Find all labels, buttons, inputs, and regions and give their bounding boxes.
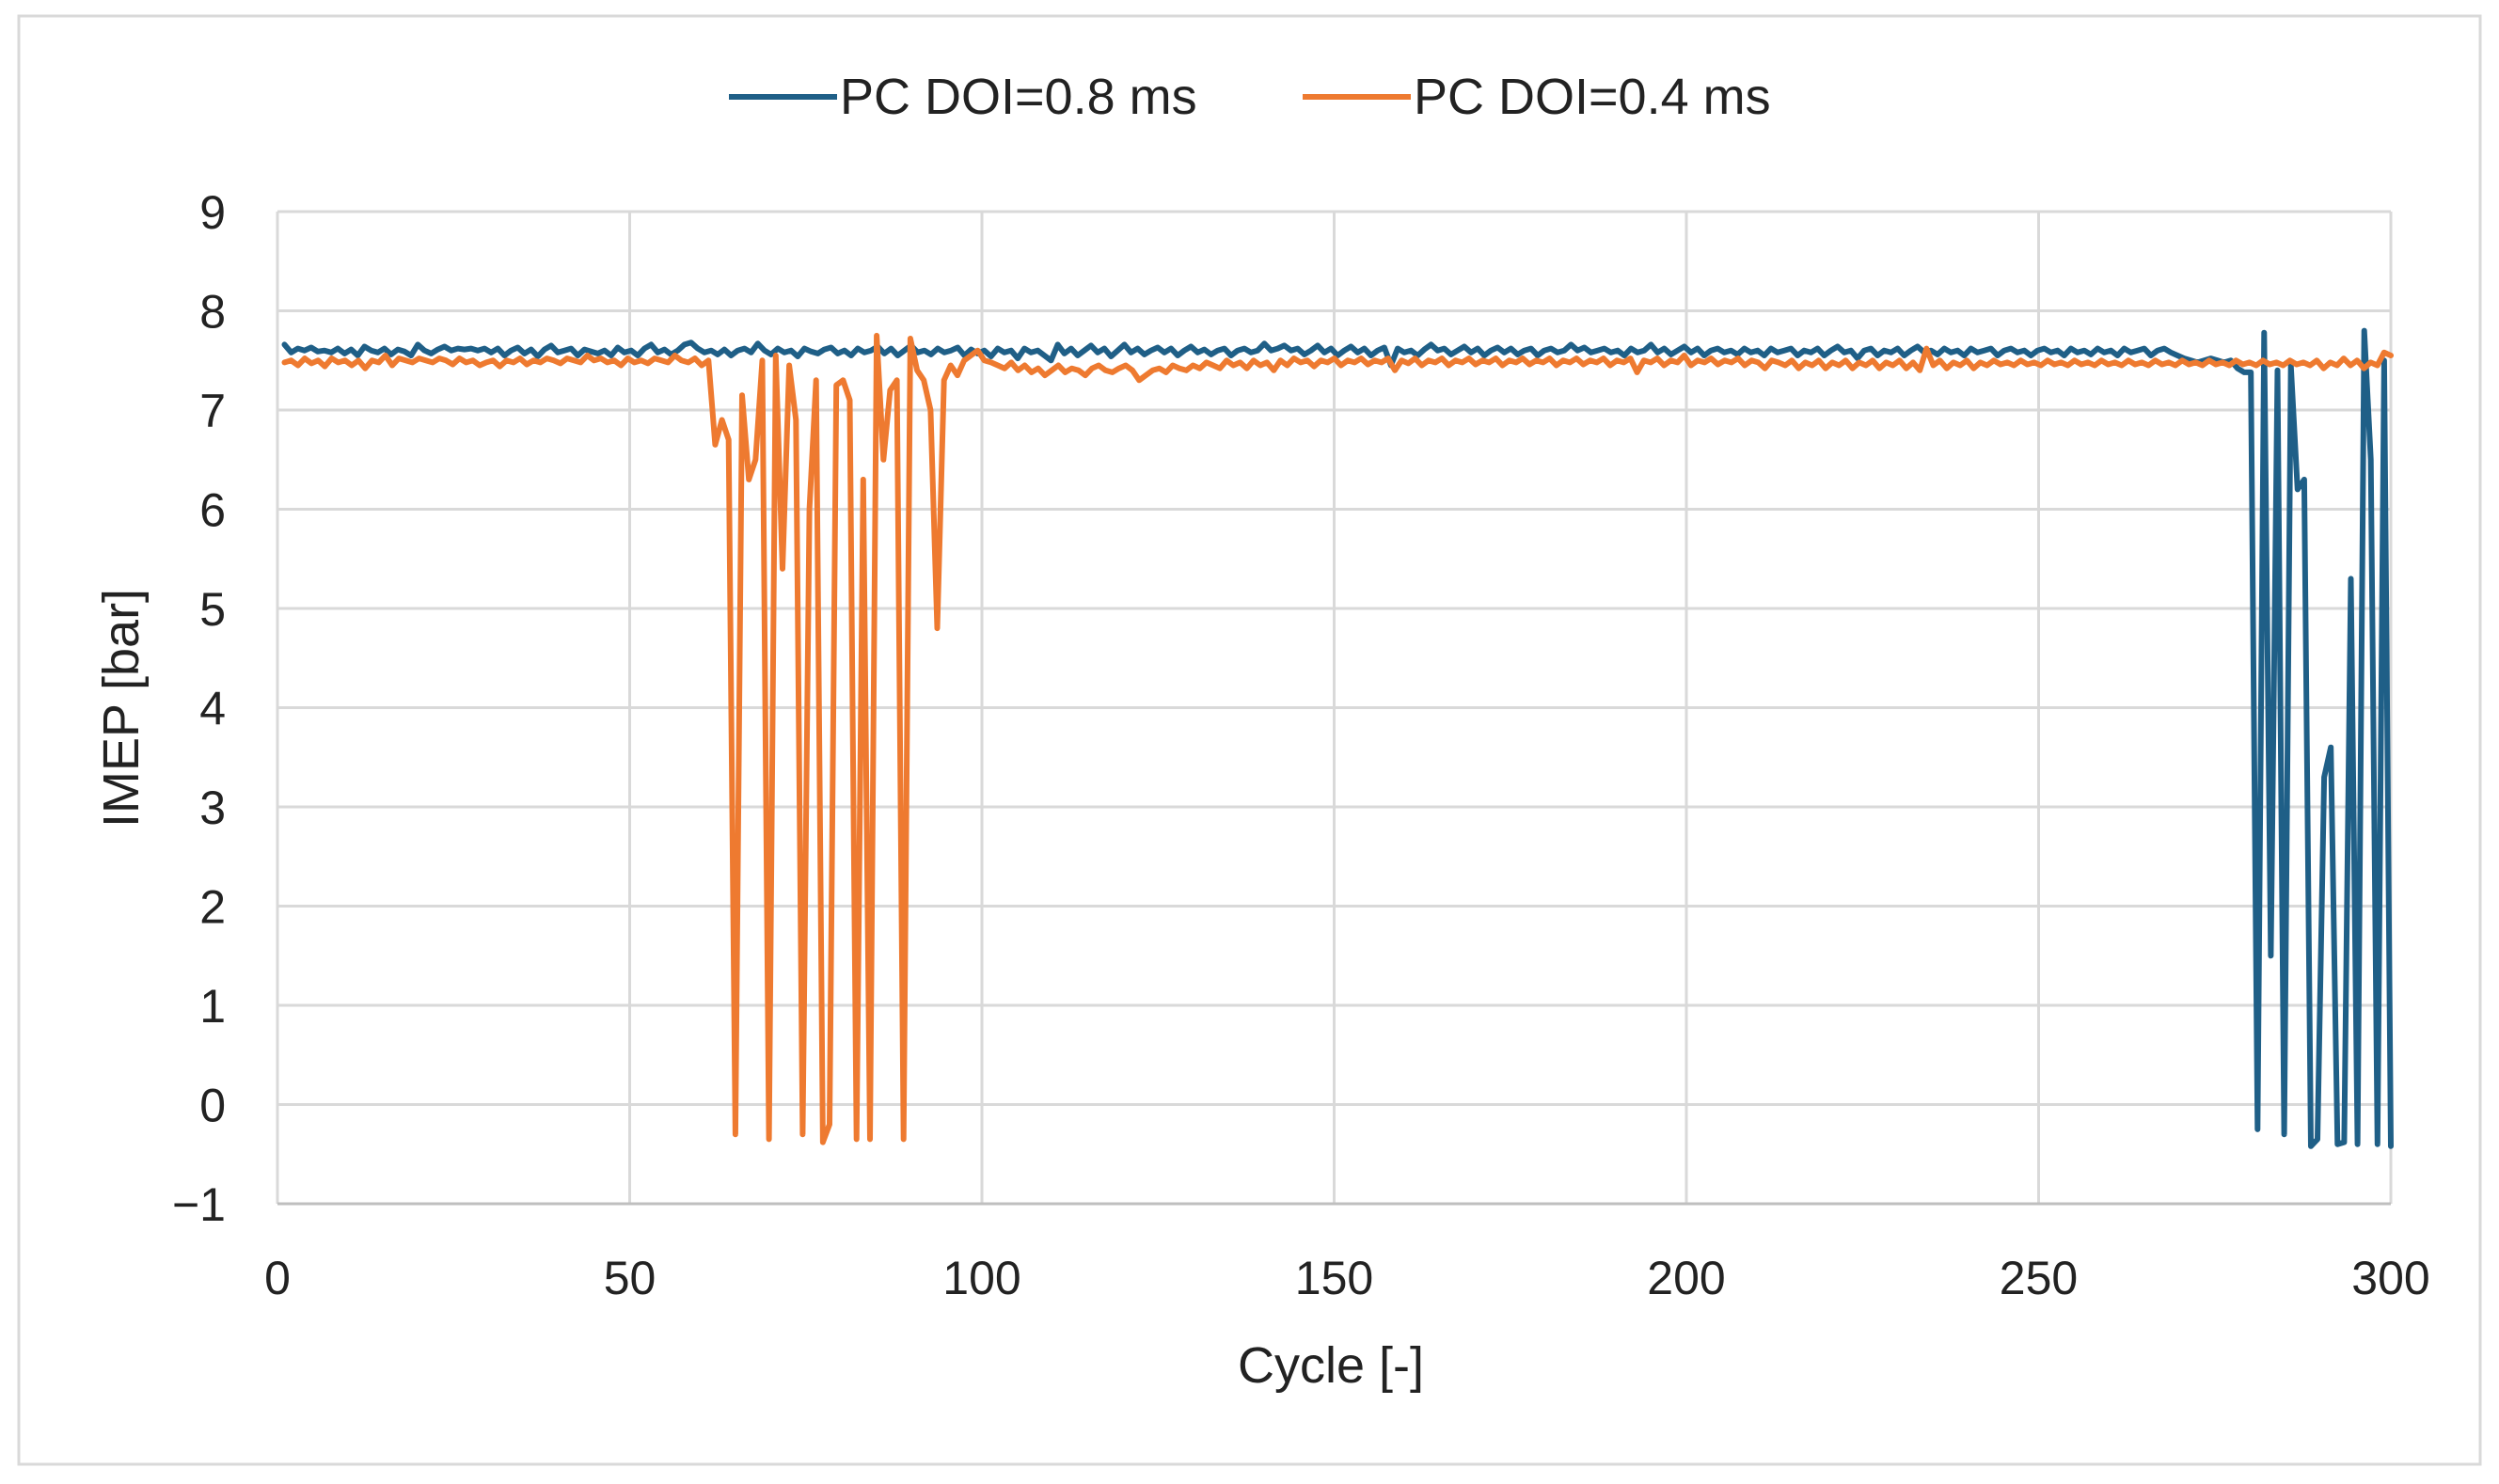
- gridlines: [276, 210, 2393, 1206]
- x-axis-title: Cycle [-]: [1238, 1337, 1424, 1394]
- legend-label-1: PC DOI=0.8 ms: [840, 69, 1197, 125]
- series-layer: [281, 327, 2394, 1149]
- x-tick-label: 300: [2351, 1252, 2429, 1304]
- y-tick-label: −1: [172, 1178, 226, 1231]
- y-tick-labels: −1 0 1 2 3 4 5 6 7 8 9: [172, 186, 226, 1231]
- y-axis-title: IMEP [bar]: [93, 589, 150, 828]
- y-tick-label: 5: [199, 583, 226, 636]
- y-tick-label: 8: [199, 286, 226, 339]
- series-line-2: [281, 332, 2394, 1145]
- y-tick-label: 6: [199, 484, 226, 537]
- x-tick-labels: 0 50 100 150 200 250 300: [264, 1252, 2430, 1304]
- legend-label-2: PC DOI=0.4 ms: [1414, 69, 1771, 125]
- series-line-1: [281, 327, 2394, 1149]
- x-tick-label: 200: [1647, 1252, 1725, 1304]
- chart-border: [17, 14, 2482, 1466]
- x-tick-label: 50: [604, 1252, 656, 1304]
- legend: PC DOI=0.8 ms PC DOI=0.4 ms: [729, 69, 1771, 125]
- y-tick-label: 0: [199, 1080, 226, 1132]
- y-tick-label: 1: [199, 980, 226, 1033]
- x-tick-label: 100: [942, 1252, 1020, 1304]
- x-tick-label: 150: [1295, 1252, 1373, 1304]
- y-tick-label: 9: [199, 186, 226, 239]
- y-tick-label: 3: [199, 781, 226, 834]
- y-tick-label: 7: [199, 385, 226, 437]
- y-tick-label: 4: [199, 683, 226, 735]
- x-tick-label: 250: [2000, 1252, 2078, 1304]
- y-tick-label: 2: [199, 881, 226, 934]
- x-tick-label: 0: [264, 1252, 291, 1304]
